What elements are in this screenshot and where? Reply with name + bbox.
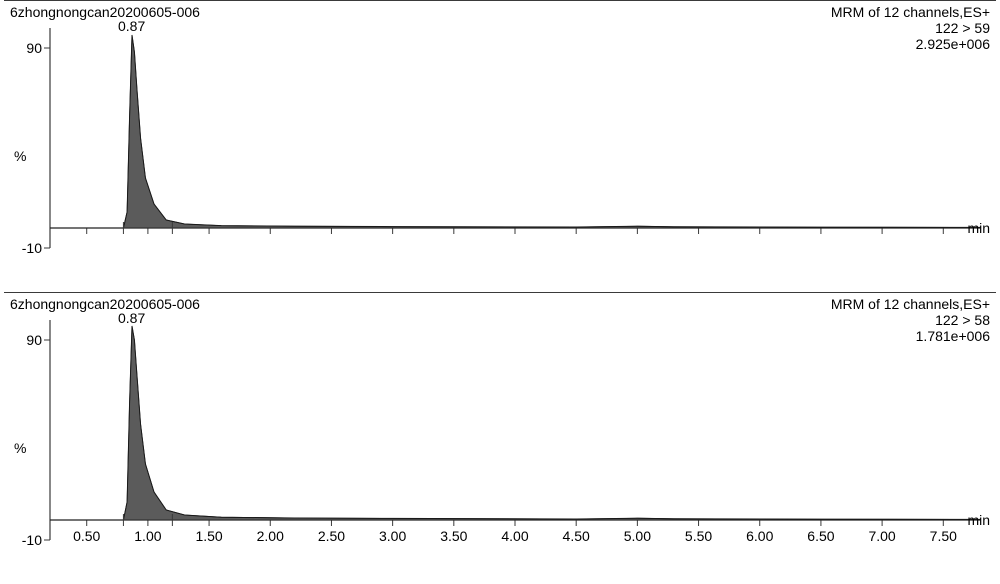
y-axis-unit: % (14, 148, 26, 164)
x-tick-label: 2.00 (257, 528, 284, 544)
x-tick-label: 2.50 (318, 528, 345, 544)
x-tick-label: 6.00 (746, 528, 773, 544)
x-tick-label: 0.50 (73, 528, 100, 544)
x-tick-label: 1.50 (195, 528, 222, 544)
x-tick-label: 5.50 (685, 528, 712, 544)
x-tick-label: 3.00 (379, 528, 406, 544)
y-tick-label: 90 (20, 332, 42, 348)
peak-rt-label: 0.87 (118, 310, 145, 326)
chromatogram-panel-1: 6zhongnongcan20200605-006 MRM of 12 chan… (0, 292, 1000, 584)
x-tick-label: 6.50 (807, 528, 834, 544)
x-tick-label: 1.00 (134, 528, 161, 544)
chromatogram-panel-0: 6zhongnongcan20200605-006 MRM of 12 chan… (0, 0, 1000, 290)
y-tick-label: -10 (20, 532, 42, 548)
chromatogram-plot-0 (0, 0, 1000, 290)
x-axis-unit: min (967, 220, 990, 236)
x-tick-label: 3.50 (440, 528, 467, 544)
y-tick-label: 90 (20, 40, 42, 56)
peak-rt-label: 0.87 (118, 18, 145, 34)
y-axis-unit: % (14, 440, 26, 456)
x-tick-label: 4.50 (563, 528, 590, 544)
x-tick-label: 7.00 (868, 528, 895, 544)
x-tick-label: 5.00 (624, 528, 651, 544)
x-tick-label: 7.50 (930, 528, 957, 544)
x-tick-label: 4.00 (501, 528, 528, 544)
x-axis-unit: min (967, 512, 990, 528)
y-tick-label: -10 (20, 240, 42, 256)
